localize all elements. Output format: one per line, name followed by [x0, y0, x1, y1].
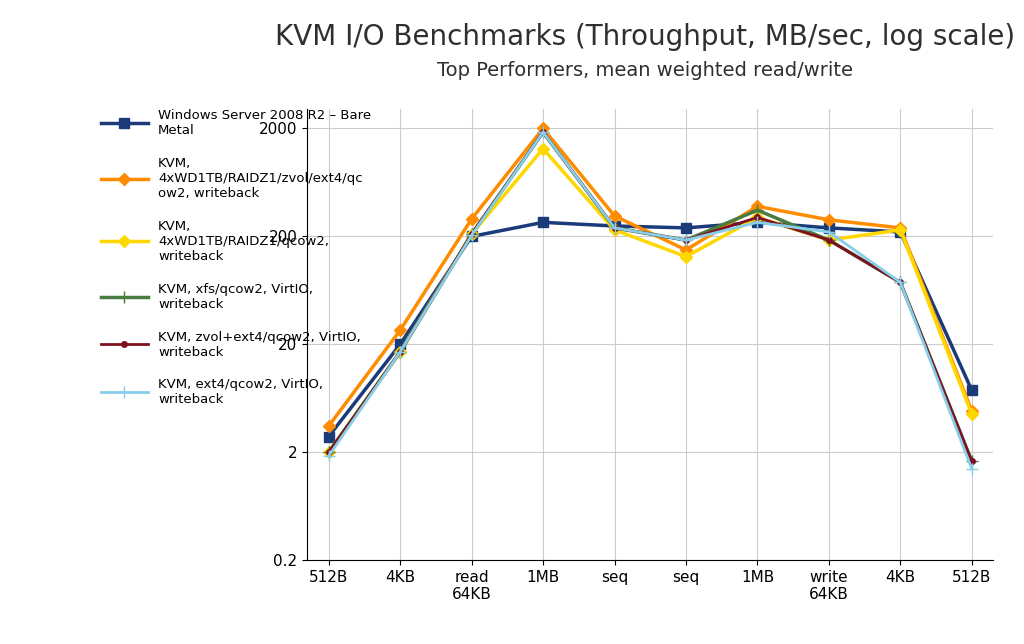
KVM,
4xWD1TB/RAIDZ1/zvol/ext4/qc
ow2, writeback: [822, 216, 835, 223]
KVM, ext4/qcow2, VirtIO,
writeback: [894, 279, 906, 287]
Windows Server 2008 R2 – Bare
Metal: [966, 386, 978, 394]
KVM, zvol+ext4/qcow2, VirtIO,
writeback: [680, 236, 692, 244]
KVM, xfs/qcow2, VirtIO,
writeback: [323, 448, 335, 456]
KVM,
4xWD1TB/RAIDZ1/qcow2,
writeback: [822, 236, 835, 244]
KVM,
4xWD1TB/RAIDZ1/qcow2,
writeback: [894, 226, 906, 234]
Line: KVM, xfs/qcow2, VirtIO,
writeback: KVM, xfs/qcow2, VirtIO, writeback: [323, 126, 978, 468]
KVM,
4xWD1TB/RAIDZ1/qcow2,
writeback: [752, 214, 764, 222]
KVM, xfs/qcow2, VirtIO,
writeback: [822, 236, 835, 244]
KVM, zvol+ext4/qcow2, VirtIO,
writeback: [966, 457, 978, 465]
Windows Server 2008 R2 – Bare
Metal: [822, 224, 835, 232]
KVM, zvol+ext4/qcow2, VirtIO,
writeback: [894, 279, 906, 287]
KVM, zvol+ext4/qcow2, VirtIO,
writeback: [822, 236, 835, 244]
KVM,
4xWD1TB/RAIDZ1/zvol/ext4/qc
ow2, writeback: [680, 246, 692, 254]
KVM,
4xWD1TB/RAIDZ1/zvol/ext4/qc
ow2, writeback: [537, 125, 549, 133]
KVM,
4xWD1TB/RAIDZ1/qcow2,
writeback: [466, 231, 478, 238]
KVM,
4xWD1TB/RAIDZ1/qcow2,
writeback: [323, 448, 335, 456]
KVM, zvol+ext4/qcow2, VirtIO,
writeback: [537, 128, 549, 136]
Line: KVM,
4xWD1TB/RAIDZ1/qcow2,
writeback: KVM, 4xWD1TB/RAIDZ1/qcow2, writeback: [325, 144, 976, 457]
KVM, ext4/qcow2, VirtIO,
writeback: [537, 128, 549, 136]
KVM, ext4/qcow2, VirtIO,
writeback: [966, 465, 978, 473]
KVM, ext4/qcow2, VirtIO,
writeback: [394, 348, 407, 356]
KVM,
4xWD1TB/RAIDZ1/zvol/ext4/qc
ow2, writeback: [323, 422, 335, 430]
Windows Server 2008 R2 – Bare
Metal: [537, 218, 549, 226]
Line: Windows Server 2008 R2 – Bare
Metal: Windows Server 2008 R2 – Bare Metal: [324, 218, 977, 441]
KVM,
4xWD1TB/RAIDZ1/qcow2,
writeback: [608, 226, 621, 234]
KVM, ext4/qcow2, VirtIO,
writeback: [752, 218, 764, 226]
KVM, ext4/qcow2, VirtIO,
writeback: [466, 231, 478, 239]
KVM,
4xWD1TB/RAIDZ1/qcow2,
writeback: [680, 252, 692, 260]
Windows Server 2008 R2 – Bare
Metal: [394, 341, 407, 348]
KVM, xfs/qcow2, VirtIO,
writeback: [752, 206, 764, 214]
Windows Server 2008 R2 – Bare
Metal: [608, 222, 621, 230]
KVM, xfs/qcow2, VirtIO,
writeback: [966, 457, 978, 465]
KVM, xfs/qcow2, VirtIO,
writeback: [608, 224, 621, 232]
KVM, xfs/qcow2, VirtIO,
writeback: [537, 128, 549, 136]
KVM, zvol+ext4/qcow2, VirtIO,
writeback: [394, 348, 407, 356]
Line: KVM, zvol+ext4/qcow2, VirtIO,
writeback: KVM, zvol+ext4/qcow2, VirtIO, writeback: [326, 129, 975, 464]
KVM, zvol+ext4/qcow2, VirtIO,
writeback: [323, 448, 335, 456]
Legend: Windows Server 2008 R2 – Bare
Metal, KVM,
4xWD1TB/RAIDZ1/zvol/ext4/qc
ow2, write: Windows Server 2008 R2 – Bare Metal, KVM…: [101, 109, 372, 406]
KVM, ext4/qcow2, VirtIO,
writeback: [680, 236, 692, 244]
KVM,
4xWD1TB/RAIDZ1/qcow2,
writeback: [394, 348, 407, 356]
KVM,
4xWD1TB/RAIDZ1/zvol/ext4/qc
ow2, writeback: [894, 224, 906, 232]
KVM, zvol+ext4/qcow2, VirtIO,
writeback: [466, 231, 478, 238]
KVM,
4xWD1TB/RAIDZ1/qcow2,
writeback: [966, 410, 978, 418]
Windows Server 2008 R2 – Bare
Metal: [680, 224, 692, 232]
Text: KVM I/O Benchmarks (Throughput, MB/sec, log scale): KVM I/O Benchmarks (Throughput, MB/sec, …: [275, 23, 1015, 50]
Windows Server 2008 R2 – Bare
Metal: [894, 228, 906, 236]
KVM, zvol+ext4/qcow2, VirtIO,
writeback: [752, 214, 764, 222]
KVM,
4xWD1TB/RAIDZ1/zvol/ext4/qc
ow2, writeback: [466, 215, 478, 223]
KVM, xfs/qcow2, VirtIO,
writeback: [680, 236, 692, 244]
KVM,
4xWD1TB/RAIDZ1/zvol/ext4/qc
ow2, writeback: [394, 327, 407, 334]
KVM,
4xWD1TB/RAIDZ1/zvol/ext4/qc
ow2, writeback: [752, 202, 764, 210]
KVM,
4xWD1TB/RAIDZ1/zvol/ext4/qc
ow2, writeback: [966, 408, 978, 415]
Text: Top Performers, mean weighted read/write: Top Performers, mean weighted read/write: [437, 61, 853, 80]
KVM,
4xWD1TB/RAIDZ1/qcow2,
writeback: [537, 145, 549, 153]
Windows Server 2008 R2 – Bare
Metal: [752, 218, 764, 226]
KVM, zvol+ext4/qcow2, VirtIO,
writeback: [608, 224, 621, 232]
KVM, ext4/qcow2, VirtIO,
writeback: [822, 228, 835, 236]
KVM, ext4/qcow2, VirtIO,
writeback: [608, 224, 621, 232]
Windows Server 2008 R2 – Bare
Metal: [466, 232, 478, 240]
KVM,
4xWD1TB/RAIDZ1/zvol/ext4/qc
ow2, writeback: [608, 212, 621, 220]
KVM, xfs/qcow2, VirtIO,
writeback: [466, 231, 478, 238]
KVM, xfs/qcow2, VirtIO,
writeback: [894, 279, 906, 287]
Line: KVM,
4xWD1TB/RAIDZ1/zvol/ext4/qc
ow2, writeback: KVM, 4xWD1TB/RAIDZ1/zvol/ext4/qc ow2, wr…: [325, 124, 976, 430]
KVM, ext4/qcow2, VirtIO,
writeback: [323, 452, 335, 460]
Line: KVM, ext4/qcow2, VirtIO,
writeback: KVM, ext4/qcow2, VirtIO, writeback: [323, 126, 978, 475]
KVM, xfs/qcow2, VirtIO,
writeback: [394, 348, 407, 356]
Windows Server 2008 R2 – Bare
Metal: [323, 433, 335, 440]
